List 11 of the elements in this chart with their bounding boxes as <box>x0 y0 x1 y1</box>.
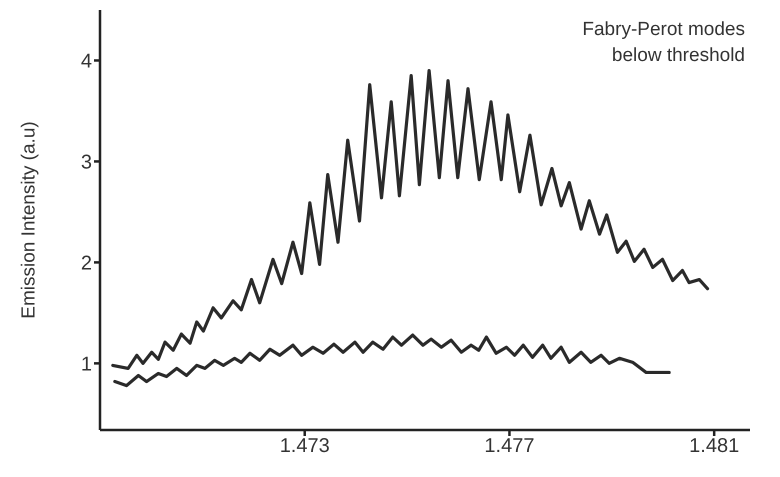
y-tick-label: 3 <box>80 152 92 174</box>
x-tick-label: 1.473 <box>280 435 330 458</box>
x-tick-label: 1.481 <box>689 435 740 458</box>
y-tick-label: 1 <box>80 353 92 376</box>
y-axis-title: Emission Intensity (a.u) <box>18 121 40 319</box>
x-tick-label: 1.477 <box>484 435 534 458</box>
line-series <box>113 333 671 388</box>
y-tick-label: 4 <box>80 50 92 73</box>
line-series <box>111 68 710 370</box>
y-tick-label: 2 <box>80 252 92 275</box>
annotation: Fabry-Perot modes below threshold <box>582 19 745 66</box>
